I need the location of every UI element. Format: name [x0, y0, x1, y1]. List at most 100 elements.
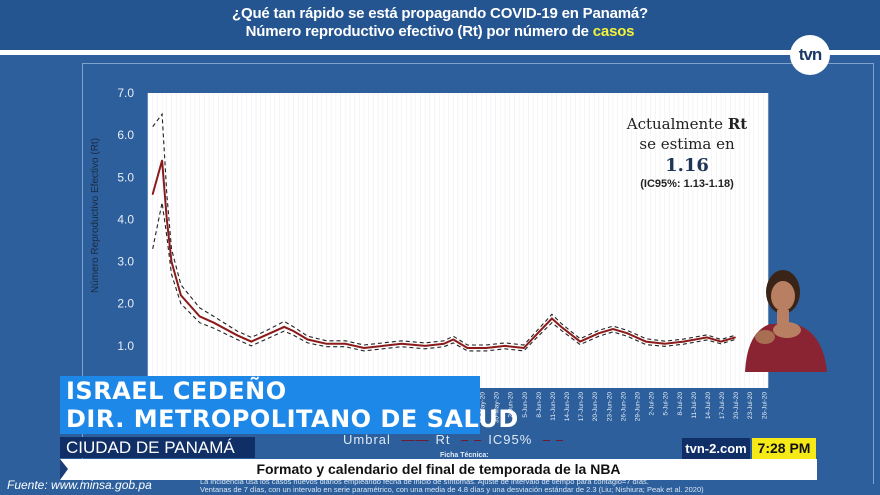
x-tick-label: 17-Jun-20: [578, 392, 585, 422]
current-estimate: Actualmente Rt se estima en 1.16 (IC95%:…: [612, 114, 762, 190]
x-tick-label: 2-Jul-20: [649, 392, 656, 416]
header-bar: [0, 0, 880, 50]
rt-point: [504, 345, 506, 347]
source-label: Fuente: www.minsa.gob.pa: [7, 478, 152, 492]
rt-point: [424, 345, 426, 347]
speaker-title: DIR. METROPOLITANO DE SALUD: [66, 405, 519, 433]
name-box: [60, 376, 480, 434]
rt-point: [161, 159, 163, 162]
rt-point: [198, 315, 201, 318]
x-tick-label: 26-Jun-20: [620, 392, 627, 422]
rt-point: [598, 332, 600, 335]
rt-point: [151, 193, 154, 195]
rt-point: [579, 340, 581, 343]
y-tick-label: 1.0: [117, 339, 134, 353]
legend-rt-line: ——: [401, 432, 430, 447]
y-tick-label: 2.0: [117, 297, 134, 311]
legend-ic-dash-2: – –: [542, 432, 564, 447]
x-tick-label: 8-Jun-20: [536, 392, 543, 418]
chart-legend: Umbral —— Rt – – IC95% – –: [343, 432, 570, 447]
x-tick-label: 23-Jun-20: [606, 392, 613, 422]
x-tick-label: 27-May-20: [479, 392, 486, 423]
rt-point: [325, 342, 328, 345]
rt-point: [720, 340, 722, 343]
legend-ic-dash: – –: [461, 432, 483, 447]
rt-point: [663, 342, 666, 345]
rt-point: [165, 218, 168, 221]
ic95-lower-line: [152, 202, 736, 352]
rt-point: [734, 336, 736, 339]
rt-point: [283, 326, 286, 328]
chart-title: ¿Qué tan rápido se está propagando COVID…: [232, 5, 648, 22]
rt-point: [485, 347, 487, 349]
rt-point: [645, 340, 647, 343]
x-tick-label: 20-Jul-20: [733, 392, 740, 419]
rt-line: [151, 160, 736, 350]
ficha-tecnica: Ficha Técnica:: [440, 452, 489, 459]
y-axis-label: Número Reproductivo Efectivo (Rt): [90, 138, 101, 293]
x-tick-label: 2-Jun-20: [508, 392, 515, 418]
legend-ic95: IC95%: [488, 432, 533, 447]
x-tick-label: 26-Jul-20: [761, 392, 768, 419]
rt-point: [382, 345, 384, 347]
location-label: CIUDAD DE PANAMÁ: [60, 437, 255, 458]
legend-umbral: Umbral: [343, 432, 391, 447]
legend-rt: Rt: [435, 432, 451, 447]
rt-point: [537, 332, 539, 335]
ticker-headline: Formato y calendario del final de tempor…: [256, 461, 621, 477]
x-tick-label: 14-Jun-20: [564, 392, 571, 422]
rt-point: [236, 334, 239, 337]
x-tick-label: 14-Jul-20: [705, 392, 712, 419]
rt-point: [560, 326, 563, 328]
x-tick-label: 20-Jun-20: [592, 392, 599, 422]
rt-point: [522, 347, 525, 349]
subtitle-text: Número reproductivo efectivo (Rt) por nú…: [245, 23, 593, 40]
x-tick-label: 23-Jul-20: [747, 392, 754, 419]
rt-point: [443, 342, 445, 345]
y-tick-label: 4.0: [117, 212, 134, 226]
y-tick-label: 6.0: [117, 128, 134, 142]
x-tick-label: 29-Jun-20: [634, 392, 641, 422]
y-tick-label: 7.0: [117, 86, 134, 100]
estimate-prefix: Actualmente: [626, 115, 728, 133]
rt-point: [400, 342, 403, 345]
ic95-upper-line: [152, 112, 736, 346]
rt-point: [682, 340, 685, 343]
rt-point: [292, 330, 295, 332]
rt-point: [170, 260, 173, 263]
rt-point: [344, 342, 347, 345]
x-tick-label: 5-Jun-20: [522, 392, 529, 418]
estimate-line2: se estima en: [639, 135, 735, 153]
rt-point: [306, 338, 309, 341]
y-tick-label: 3.0: [117, 255, 134, 269]
estimate-rt: Rt: [727, 115, 748, 133]
site-label: tvn-2.com: [682, 438, 750, 459]
x-tick-label: 30-May-20: [494, 392, 501, 423]
rt-point: [363, 347, 365, 349]
tvn-logo: tvn: [790, 35, 830, 75]
rt-point: [466, 347, 469, 349]
footnote-line1: La incidencia usa los casos nuevos diari…: [200, 477, 649, 486]
rt-point: [612, 328, 614, 330]
rt-point: [250, 340, 253, 343]
chart-subtitle: Número reproductivo efectivo (Rt) por nú…: [0, 23, 880, 40]
estimate-line1: Actualmente Rt: [612, 114, 762, 134]
rt-point: [212, 321, 215, 324]
estimate-ci: (IC95%: 1.13-1.18): [640, 178, 734, 190]
rt-point: [180, 294, 182, 297]
rt-point: [264, 334, 267, 337]
chart-panel: [82, 63, 874, 484]
rt-point: [626, 332, 628, 335]
rt-point: [452, 338, 455, 341]
x-tick-label: 11-Jun-20: [550, 392, 557, 421]
x-tick-label: 5-Jul-20: [663, 392, 670, 416]
estimate-value: 1.16: [665, 155, 709, 176]
rt-point: [706, 336, 708, 339]
y-tick-label: 5.0: [117, 170, 134, 184]
news-ticker: [60, 459, 817, 480]
footnote-line2: Ventanas de 7 días, con un intervalo en …: [200, 485, 704, 494]
rt-point: [551, 317, 553, 320]
ticker-arrow-icon: [60, 459, 68, 480]
subtitle-highlight: casos: [592, 23, 635, 40]
header-divider: [0, 50, 880, 55]
